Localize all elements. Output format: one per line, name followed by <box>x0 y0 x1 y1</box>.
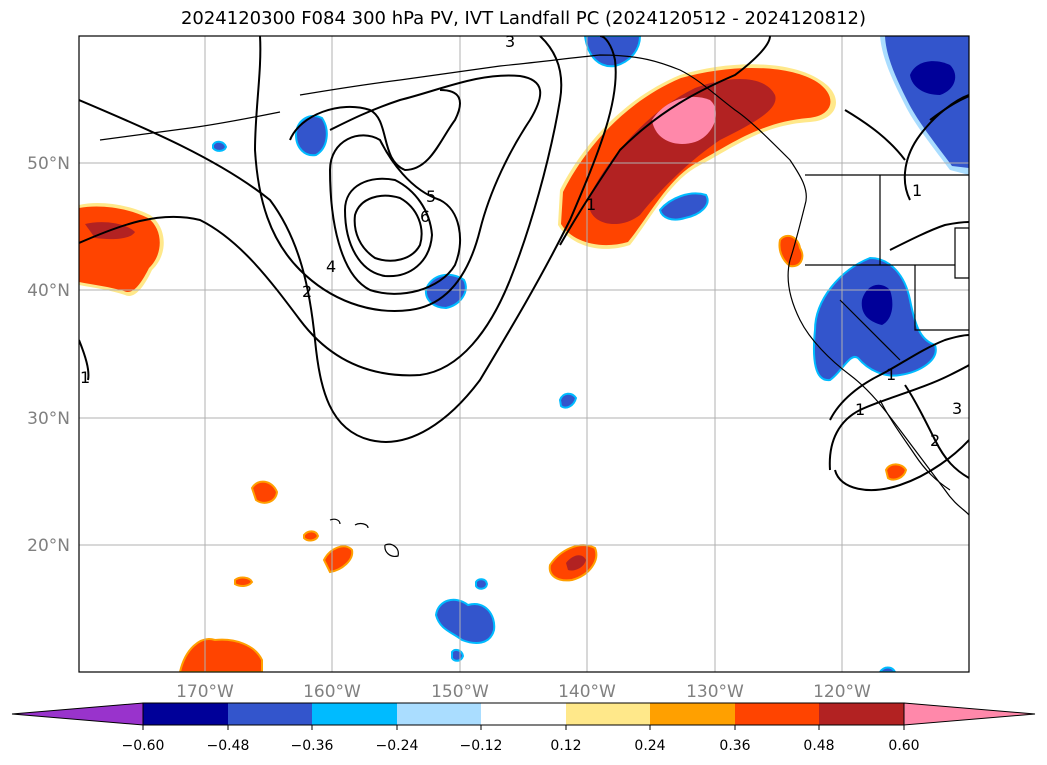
neg-region-north-central <box>658 192 709 221</box>
colorbar-segment-3 <box>312 703 397 725</box>
contour-17 <box>79 339 90 381</box>
colorbar-segment-5 <box>481 703 566 725</box>
contour-5 <box>328 134 461 295</box>
pos-region-small-1 <box>303 530 320 542</box>
pos-region-northwest-red <box>590 78 776 225</box>
lon-label-150w: 150°W <box>431 682 489 702</box>
colorbar-segment-1 <box>143 703 228 725</box>
colorbar-tick-label-7: 0.24 <box>634 738 665 754</box>
contour-label-5: 5 <box>426 187 436 206</box>
pos-region-small-3 <box>884 463 908 481</box>
state-border-2 <box>914 265 969 331</box>
pos-region-small-4 <box>778 234 804 268</box>
lat-label-30n: 30°N <box>27 409 70 429</box>
pos-region-south-orange-4 <box>178 638 263 672</box>
colorbar-segment-7 <box>650 703 735 725</box>
colorbar-tick-label-4: −0.24 <box>376 738 419 754</box>
colorbar-segment-9 <box>819 703 904 725</box>
colorbar-segment-2 <box>228 703 312 725</box>
longitude-labels: 170°W 160°W 150°W 140°W 130°W 120°W <box>176 682 871 702</box>
hawaii-islands <box>329 518 399 557</box>
neg-region-tiny-west <box>212 140 228 152</box>
colorbar-tick-label-8: 0.36 <box>719 738 750 754</box>
neg-region-south-tiny <box>475 578 489 590</box>
lat-label-40n: 40°N <box>27 281 70 301</box>
colorbar-max-extension <box>903 702 1036 726</box>
colorbar: −0.60 −0.48 −0.36 −0.24 −0.12 0.12 0.24 … <box>11 702 1036 754</box>
colorbar-tick-label-2: −0.48 <box>207 738 250 754</box>
lon-label-130w: 130°W <box>686 682 744 702</box>
contour-10 <box>834 439 969 491</box>
contour-4 <box>289 89 461 172</box>
pos-region-northwest-pink <box>652 96 716 144</box>
aleutians <box>99 111 281 141</box>
colorbar-segment-6 <box>566 703 650 725</box>
contour-label-2: 2 <box>302 282 312 301</box>
gridlines <box>79 36 969 672</box>
colorbar-tick-label-5: −0.12 <box>460 738 503 754</box>
positive-anomaly-regions <box>79 64 908 672</box>
lon-label-160w: 160°W <box>303 682 361 702</box>
west-coast <box>787 259 969 516</box>
contour-7 <box>353 194 423 262</box>
colorbar-tick-label-3: −0.36 <box>291 738 334 754</box>
lat-label-50n: 50°N <box>27 154 70 174</box>
colorbar-tick-label-6: 0.12 <box>550 738 581 754</box>
state-border-3 <box>839 299 901 361</box>
contour-label-2-east: 2 <box>930 431 940 450</box>
contour-label-4: 4 <box>326 257 336 276</box>
lon-label-120w: 120°W <box>813 682 871 702</box>
map-frame <box>78 35 970 673</box>
neg-region-california-dark <box>861 284 893 325</box>
alaska-coast <box>299 54 807 261</box>
contour-label-3-top: 3 <box>505 32 515 51</box>
neg-region-small-central <box>558 392 578 409</box>
colorbar-tick-label-9: 0.48 <box>803 738 834 754</box>
colorbar-ticks <box>142 725 905 730</box>
colorbar-tick-label-1: −0.60 <box>122 738 165 754</box>
contour-labels: 3 5 6 4 2 1 1 1 1 2 3 1 <box>80 32 962 450</box>
colorbar-min-extension <box>11 702 144 726</box>
contour-15 <box>844 109 906 161</box>
contour-2 <box>79 36 563 377</box>
pv-contours <box>79 36 969 491</box>
lat-label-20n: 20°N <box>27 536 70 556</box>
contour-1 <box>79 36 617 443</box>
neg-region-northeast-dark <box>910 61 956 95</box>
lon-label-170w: 170°W <box>176 682 234 702</box>
coastlines <box>99 54 969 557</box>
colorbar-tick-label-10: 0.60 <box>888 738 919 754</box>
neg-region-small-west <box>294 115 328 157</box>
latitude-labels: 50°N 40°N 30°N 20°N <box>27 154 70 556</box>
state-border-4 <box>954 227 969 279</box>
contour-12 <box>904 384 969 479</box>
pos-region-small-2 <box>234 576 254 588</box>
contour-label-3-east: 3 <box>952 399 962 418</box>
map-title: 2024120300 F084 300 hPa PV, IVT Landfall… <box>180 8 867 29</box>
contour-14 <box>929 95 969 121</box>
contour-label-1-mid: 1 <box>886 365 896 384</box>
contour-label-1-east: 1 <box>912 181 922 200</box>
neg-region-south <box>434 598 496 644</box>
lon-label-140w: 140°W <box>558 682 616 702</box>
contour-label-1-west: 1 <box>80 368 90 387</box>
contour-6 <box>343 177 434 278</box>
contour-9 <box>829 334 969 421</box>
contour-label-6: 6 <box>420 207 430 226</box>
contour-8 <box>559 36 771 246</box>
baja-coast <box>879 399 951 491</box>
pos-region-south-red-3 <box>566 555 586 571</box>
contour-11 <box>828 364 969 471</box>
contour-16 <box>889 221 969 251</box>
contour-3 <box>253 36 542 312</box>
colorbar-segment-4 <box>397 703 481 725</box>
neg-region-south-tiny-2 <box>451 648 465 662</box>
contour-label-1-north: 1 <box>586 195 596 214</box>
colorbar-segment-8 <box>735 703 819 725</box>
pos-region-south-orange-1 <box>250 480 279 504</box>
colorbar-outline <box>142 702 905 726</box>
contour-label-1-south: 1 <box>855 400 865 419</box>
